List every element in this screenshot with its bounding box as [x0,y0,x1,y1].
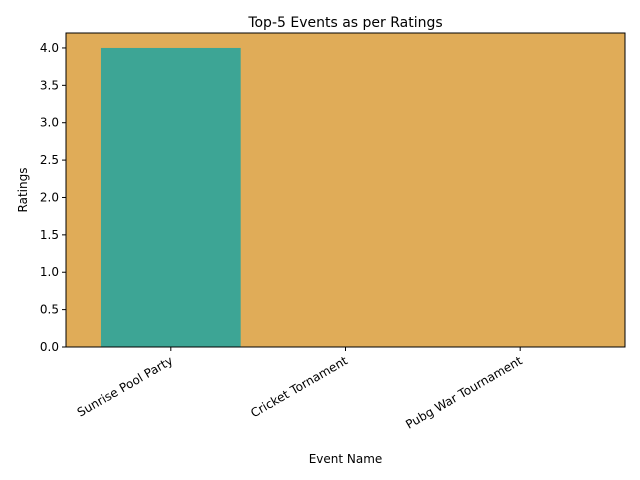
y-tick-label: 0.5 [40,303,59,317]
bars-group [100,47,241,347]
x-tick-label: Sunrise Pool Party [75,353,176,419]
x-tick-label: Pubg War Tournament [403,353,525,431]
x-tick-label: Cricket Tornament [248,353,350,420]
chart-title: Top-5 Events as per Ratings [247,15,442,31]
bar-0 [100,47,241,347]
y-axis: 0.0 0.5 1.0 1.5 2.0 2.5 3.0 3.5 4.0 [40,41,66,354]
x-axis: Sunrise Pool Party Cricket Tornament Pubg … [75,347,525,432]
y-tick-label: 3.0 [40,116,59,130]
y-tick-label: 1.0 [40,265,59,279]
y-axis-label: Ratings [16,168,30,213]
x-axis-label: Event Name [309,452,383,466]
y-tick-label: 0.0 [40,340,59,354]
y-tick-label: 1.5 [40,228,59,242]
y-tick-label: 3.5 [40,78,59,92]
y-tick-label: 2.5 [40,153,59,167]
y-tick-label: 4.0 [40,41,59,55]
y-tick-label: 2.0 [40,190,59,204]
